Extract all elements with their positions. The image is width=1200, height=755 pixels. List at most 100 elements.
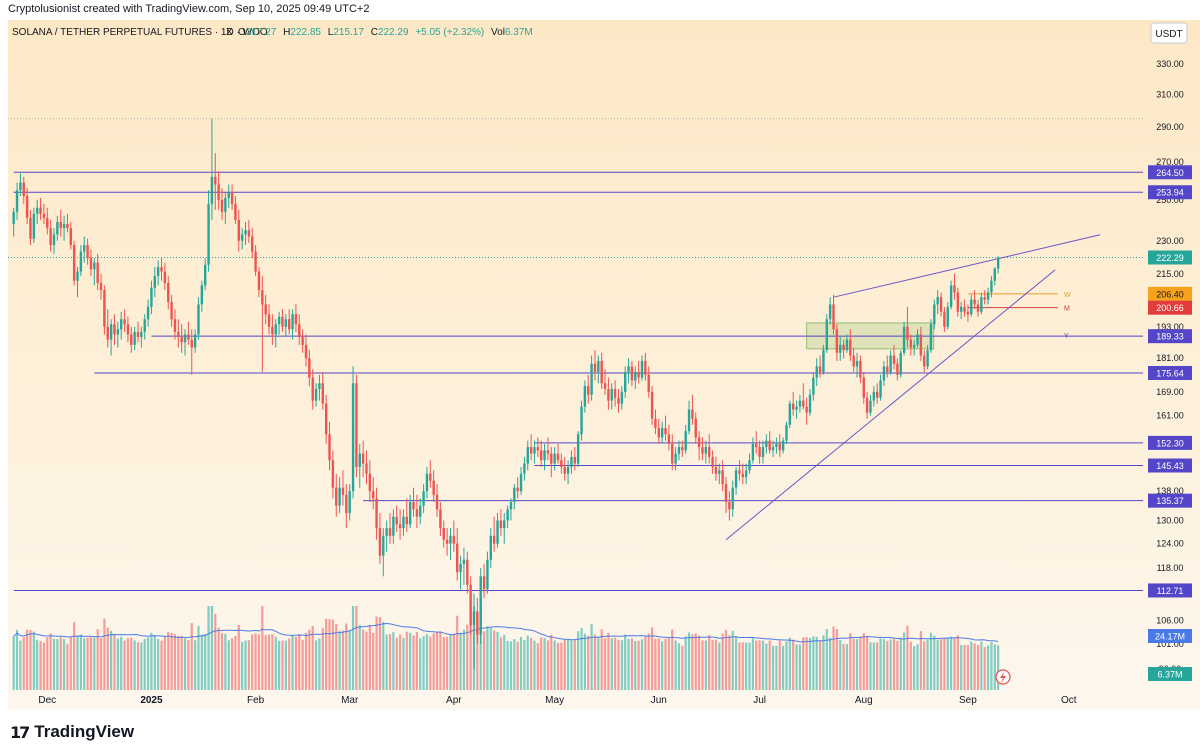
- candle[interactable]: [492, 516, 496, 552]
- candle[interactable]: [610, 383, 613, 410]
- candle[interactable]: [523, 456, 526, 481]
- candle[interactable]: [415, 494, 419, 529]
- candle[interactable]: [56, 215, 59, 241]
- candle[interactable]: [52, 228, 56, 254]
- price-tag[interactable]: 175.64: [1148, 365, 1192, 380]
- candle[interactable]: [76, 267, 79, 298]
- candle[interactable]: [308, 350, 311, 387]
- candle[interactable]: [657, 418, 660, 444]
- candle[interactable]: [456, 528, 459, 581]
- candle[interactable]: [479, 567, 482, 645]
- candle[interactable]: [691, 394, 694, 425]
- price-tag[interactable]: 152.30: [1148, 435, 1192, 450]
- candle[interactable]: [385, 520, 388, 552]
- candle[interactable]: [227, 184, 230, 208]
- candle[interactable]: [136, 321, 140, 343]
- candle[interactable]: [990, 276, 993, 298]
- candle[interactable]: [660, 421, 664, 444]
- candle[interactable]: [960, 302, 963, 320]
- candle[interactable]: [650, 386, 654, 425]
- candle[interactable]: [220, 188, 224, 220]
- candle[interactable]: [684, 424, 687, 454]
- candle[interactable]: [459, 555, 462, 590]
- candle[interactable]: [207, 190, 210, 272]
- candle[interactable]: [99, 273, 103, 300]
- candle[interactable]: [603, 369, 607, 395]
- candle[interactable]: [697, 431, 701, 461]
- candle[interactable]: [25, 188, 29, 225]
- candle[interactable]: [536, 437, 540, 457]
- candle[interactable]: [785, 421, 788, 444]
- candle[interactable]: [792, 391, 795, 416]
- candle[interactable]: [163, 262, 167, 291]
- candle[interactable]: [674, 447, 677, 471]
- candle[interactable]: [499, 509, 503, 536]
- candle[interactable]: [254, 245, 257, 277]
- candle[interactable]: [634, 366, 637, 389]
- candle[interactable]: [798, 394, 802, 413]
- candle[interactable]: [22, 176, 25, 204]
- candle[interactable]: [331, 450, 335, 499]
- candle[interactable]: [728, 491, 731, 521]
- candle[interactable]: [361, 440, 365, 478]
- candle[interactable]: [886, 355, 889, 378]
- candle[interactable]: [89, 249, 93, 277]
- candle[interactable]: [923, 350, 926, 372]
- candle[interactable]: [593, 350, 597, 381]
- price-tag[interactable]: 145.43: [1148, 458, 1192, 473]
- candle[interactable]: [72, 240, 76, 286]
- candle[interactable]: [576, 431, 580, 467]
- candle[interactable]: [445, 528, 449, 556]
- candle[interactable]: [86, 238, 89, 265]
- candle[interactable]: [607, 377, 610, 410]
- candle[interactable]: [324, 394, 328, 444]
- candle[interactable]: [970, 294, 973, 317]
- candle[interactable]: [187, 321, 190, 345]
- candle[interactable]: [39, 197, 42, 220]
- candle[interactable]: [261, 276, 264, 372]
- candle[interactable]: [281, 309, 284, 332]
- candle[interactable]: [946, 302, 949, 330]
- candle[interactable]: [106, 309, 109, 348]
- candle[interactable]: [341, 470, 345, 506]
- candle[interactable]: [553, 447, 556, 471]
- candle[interactable]: [879, 374, 882, 401]
- candle[interactable]: [69, 221, 72, 250]
- candle[interactable]: [963, 299, 966, 317]
- candle[interactable]: [986, 287, 990, 305]
- candle[interactable]: [909, 334, 912, 356]
- candle[interactable]: [781, 437, 785, 454]
- candle[interactable]: [200, 280, 204, 312]
- candle[interactable]: [29, 209, 32, 246]
- candle[interactable]: [62, 215, 66, 241]
- candle[interactable]: [462, 547, 466, 585]
- candle[interactable]: [274, 319, 277, 348]
- candle[interactable]: [526, 440, 529, 471]
- candle[interactable]: [993, 267, 996, 286]
- candle[interactable]: [372, 477, 375, 510]
- candle[interactable]: [32, 207, 36, 243]
- candle[interactable]: [429, 460, 432, 488]
- candle[interactable]: [929, 319, 933, 353]
- candle[interactable]: [560, 453, 563, 474]
- candle[interactable]: [146, 299, 150, 327]
- candle[interactable]: [882, 360, 886, 387]
- candle[interactable]: [412, 487, 415, 517]
- candle[interactable]: [597, 355, 600, 384]
- candle[interactable]: [503, 513, 506, 544]
- candle[interactable]: [644, 352, 647, 381]
- candle[interactable]: [543, 443, 546, 471]
- candle[interactable]: [382, 528, 385, 577]
- candle[interactable]: [318, 374, 321, 401]
- candle[interactable]: [694, 412, 697, 444]
- candle[interactable]: [748, 453, 751, 474]
- candle[interactable]: [912, 339, 916, 356]
- candle[interactable]: [217, 171, 220, 210]
- candle[interactable]: [533, 440, 536, 464]
- candle[interactable]: [513, 484, 516, 510]
- candle[interactable]: [204, 258, 207, 291]
- price-tag[interactable]: 135.37: [1148, 493, 1192, 508]
- candle[interactable]: [828, 297, 832, 325]
- time-axis[interactable]: Dec 2025 Feb Mar Apr May Jun Jul Aug Sep Oct: [38, 695, 1076, 706]
- candle[interactable]: [654, 409, 657, 435]
